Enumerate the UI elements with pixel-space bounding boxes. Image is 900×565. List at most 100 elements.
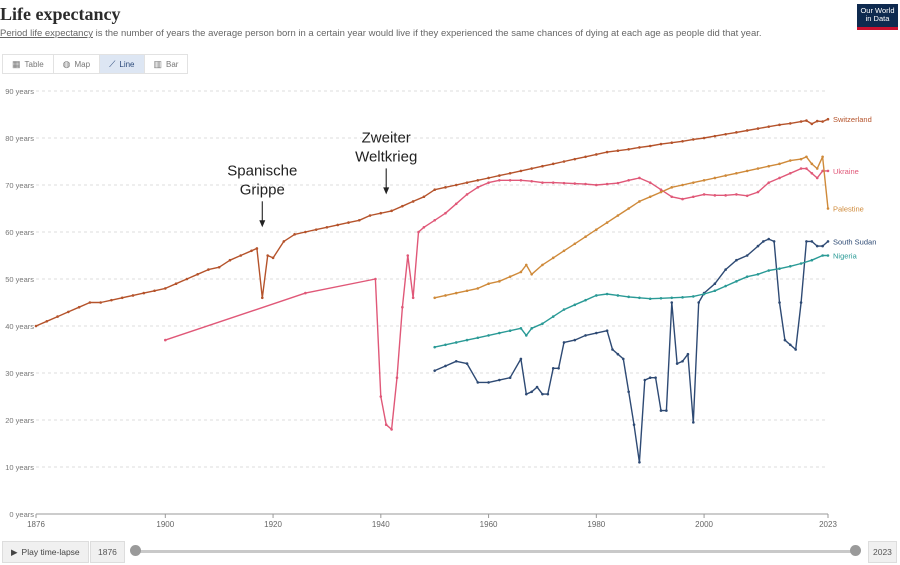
data-point-nigeria [821,254,824,257]
data-point-switzerland [810,122,814,126]
data-point-south-sudan [541,392,544,396]
data-point-ukraine [164,338,167,342]
data-point-palestine [648,195,652,199]
data-point-ukraine [395,376,399,380]
timeline-bar: ▶ Play time-lapse 1876 2023 [0,541,900,563]
data-point-switzerland [616,149,620,152]
data-point-south-sudan [665,409,668,412]
data-point-switzerland [99,301,102,304]
annotation-1: Zweiter Weltkrieg [355,129,417,195]
data-point-palestine [810,162,814,166]
data-point-switzerland [379,211,383,215]
data-point-palestine [788,159,792,162]
data-point-ukraine [433,218,436,222]
data-point-palestine [476,287,480,290]
data-point-palestine [487,282,490,285]
logo-line2: in Data [865,14,890,23]
data-point-ukraine [670,195,674,199]
data-point-south-sudan [530,390,533,394]
subtitle-link[interactable]: Period life expectancy [0,28,93,39]
data-point-ukraine [778,176,781,180]
data-point-nigeria [433,345,436,349]
data-point-ukraine [605,182,609,186]
series-label-nigeria: Nigeria [833,252,858,261]
data-point-palestine [692,181,695,184]
data-point-south-sudan [745,254,749,257]
data-point-switzerland [805,119,808,122]
timeline-start-handle[interactable] [130,545,141,556]
data-point-nigeria [541,322,544,325]
data-point-south-sudan [638,461,641,464]
y-tick-label: 60 years [5,228,34,237]
data-point-south-sudan [611,348,614,351]
data-point-switzerland [778,123,781,127]
bar-chart-icon: ▥ [153,58,163,69]
tab-map[interactable]: ◍ Map [52,54,100,74]
play-timelapse-button[interactable]: ▶ Play time-lapse [2,541,89,563]
data-point-switzerland [692,138,695,141]
data-point-palestine [724,174,727,177]
data-point-ukraine [627,179,630,182]
data-point-south-sudan [535,385,539,389]
data-point-switzerland [648,144,652,148]
data-point-switzerland [88,301,92,304]
data-point-south-sudan [821,244,824,248]
data-point-palestine [735,171,738,175]
data-point-nigeria [648,297,652,301]
data-point-palestine [826,207,830,210]
data-point-switzerland [767,125,771,129]
data-point-south-sudan [584,334,587,337]
data-point-switzerland [573,157,577,161]
data-point-palestine [778,162,781,166]
tab-table[interactable]: ▦ Table [2,54,53,74]
data-point-switzerland [508,171,512,175]
y-tick-label: 0 years [9,510,34,519]
data-point-switzerland [153,289,156,293]
data-point-switzerland [196,273,199,276]
data-point-switzerland [735,131,738,134]
timeline-end-handle[interactable] [850,545,861,556]
life-expectancy-chart: 0 years 10 years 20 years 30 years 40 years 5… [5,87,876,529]
data-point-switzerland [745,129,749,132]
data-point-nigeria [756,273,760,276]
annotation-0: Spanische Grippe [227,162,297,228]
data-point-ukraine [411,296,415,300]
owid-logo[interactable]: Our World in Data [857,4,898,30]
data-point-south-sudan [794,348,797,351]
data-point-nigeria [616,294,620,297]
data-point-switzerland [34,324,38,328]
data-point-switzerland [347,221,350,224]
tab-line[interactable]: ⟋ Line [99,54,144,74]
data-point-south-sudan [498,378,501,382]
data-point-nigeria [767,269,771,272]
data-point-ukraine [713,194,717,197]
data-point-palestine [584,235,587,238]
series-line-ukraine [165,167,828,431]
data-point-south-sudan [519,357,523,361]
data-point-switzerland [595,153,598,156]
data-point-ukraine [401,305,404,309]
data-point-palestine [681,183,684,187]
data-point-ukraine [584,182,587,186]
data-point-palestine [595,228,598,231]
timeline-track[interactable] [136,550,856,553]
data-point-ukraine [821,169,824,173]
data-point-switzerland [239,254,243,257]
data-point-switzerland [401,204,404,208]
data-point-switzerland [411,200,415,203]
data-point-palestine [670,186,674,189]
data-point-palestine [815,167,819,170]
data-point-switzerland [260,296,264,300]
data-point-switzerland [487,176,490,180]
data-point-ukraine [573,182,577,185]
data-point-south-sudan [551,367,555,370]
data-point-switzerland [131,294,135,297]
data-point-switzerland [250,249,253,253]
data-point-south-sudan [605,329,609,332]
play-icon: ▶ [11,546,18,557]
tab-bar[interactable]: ▥ Bar [143,54,189,74]
data-point-ukraine [530,179,533,183]
data-point-nigeria [444,343,447,347]
x-tick-label: 1980 [587,520,605,529]
series-nigeria [433,254,830,349]
